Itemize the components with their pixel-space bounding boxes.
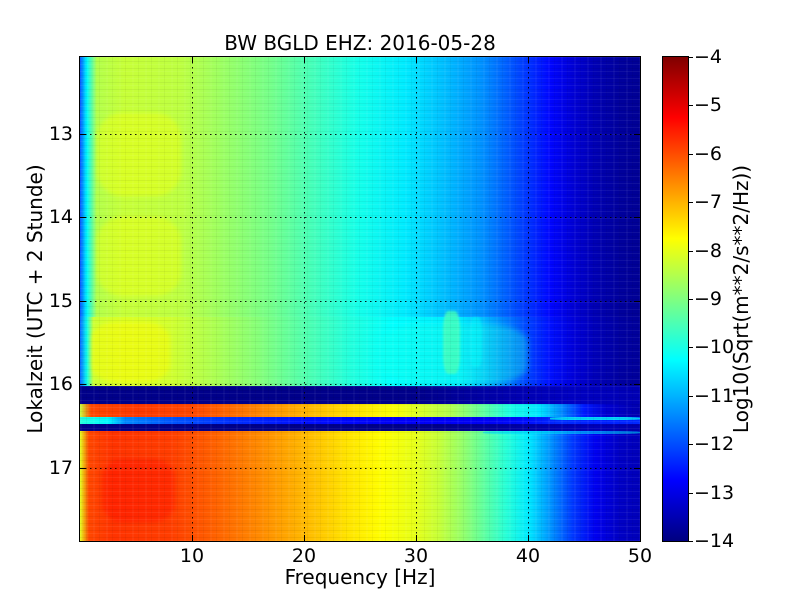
colorbar-tick--8 <box>689 251 693 252</box>
patch-red-speckle-17h <box>102 459 176 522</box>
colorbar-tick--7 <box>689 202 693 203</box>
colorbar-tick--9 <box>689 299 693 300</box>
x-tick-label-50: 50 <box>627 545 653 567</box>
y-tick-label-16: 16 <box>48 373 73 396</box>
colorbar-tick-label--6: −6 <box>694 142 723 165</box>
colorbar-gradient <box>663 57 688 541</box>
x-tick-50 <box>640 535 641 541</box>
patch-cyan-line-post-gap <box>483 431 640 435</box>
colorbar-tick-label--12: −12 <box>694 433 735 456</box>
y-tick-label-15: 15 <box>48 289 73 312</box>
colorbar-tick--14 <box>689 541 693 542</box>
colorbar-tick--4 <box>689 57 693 58</box>
colorbar-tick-label--8: −8 <box>694 239 723 262</box>
segment-noisy-period <box>80 431 640 541</box>
colorbar-tick--13 <box>689 493 693 494</box>
colorbar-tick-label--13: −13 <box>694 481 735 504</box>
colorbar-tick-label--5: −5 <box>694 94 723 117</box>
colorbar-tick--11 <box>689 396 693 397</box>
segment-event-burst <box>80 404 640 417</box>
segment-data-gap-2 <box>80 424 640 431</box>
colorbar-tick-label--14: −14 <box>694 530 735 552</box>
y-axis-label: Lokalzeit (UTC + 2 Stunde) <box>23 164 47 434</box>
colorbar-tick-label--4: −4 <box>694 46 723 68</box>
colorbar-label: Log10(Sqrt(m**2/s**2/Hz)) <box>729 164 753 434</box>
segment-pre-event-period <box>80 317 640 386</box>
patch-yellow-speckle-13h <box>96 112 181 197</box>
x-tick-top-50 <box>640 57 641 63</box>
heatmap <box>80 57 640 541</box>
patch-streak-35hz <box>469 317 483 368</box>
x-tick-label-40: 40 <box>515 545 541 567</box>
x-tick-label-30: 30 <box>403 545 429 567</box>
x-tick-label-20: 20 <box>291 545 317 567</box>
plot-title: BW BGLD EHZ: 2016-05-28 <box>224 31 496 55</box>
patch-yellow-speckle-14h <box>96 217 181 297</box>
y-tick-label-14: 14 <box>48 206 73 229</box>
colorbar <box>662 56 689 542</box>
colorbar-tick-label--11: −11 <box>694 384 735 407</box>
colorbar-tick--12 <box>689 444 693 445</box>
colorbar-tick-label--7: −7 <box>694 191 723 214</box>
segment-blue-stripe <box>80 417 640 424</box>
patch-cyan-line-stripe-right <box>550 417 640 420</box>
y-tick-label-13: 13 <box>48 122 73 145</box>
x-axis-label: Frequency [Hz] <box>284 565 436 589</box>
x-tick-label-10: 10 <box>179 545 205 567</box>
colorbar-tick--6 <box>689 154 693 155</box>
colorbar-tick-label--9: −9 <box>694 288 723 310</box>
colorbar-tick--5 <box>689 105 693 106</box>
colorbar-tick-label--10: −10 <box>694 336 735 359</box>
segment-data-gap-1 <box>80 386 640 404</box>
y-tick-label-17: 17 <box>48 456 73 479</box>
patch-yellow-speckle-15h <box>91 321 170 383</box>
segment-quiet-period <box>80 57 640 317</box>
patch-streak-33hz <box>442 310 460 375</box>
colorbar-tick--10 <box>689 347 693 348</box>
